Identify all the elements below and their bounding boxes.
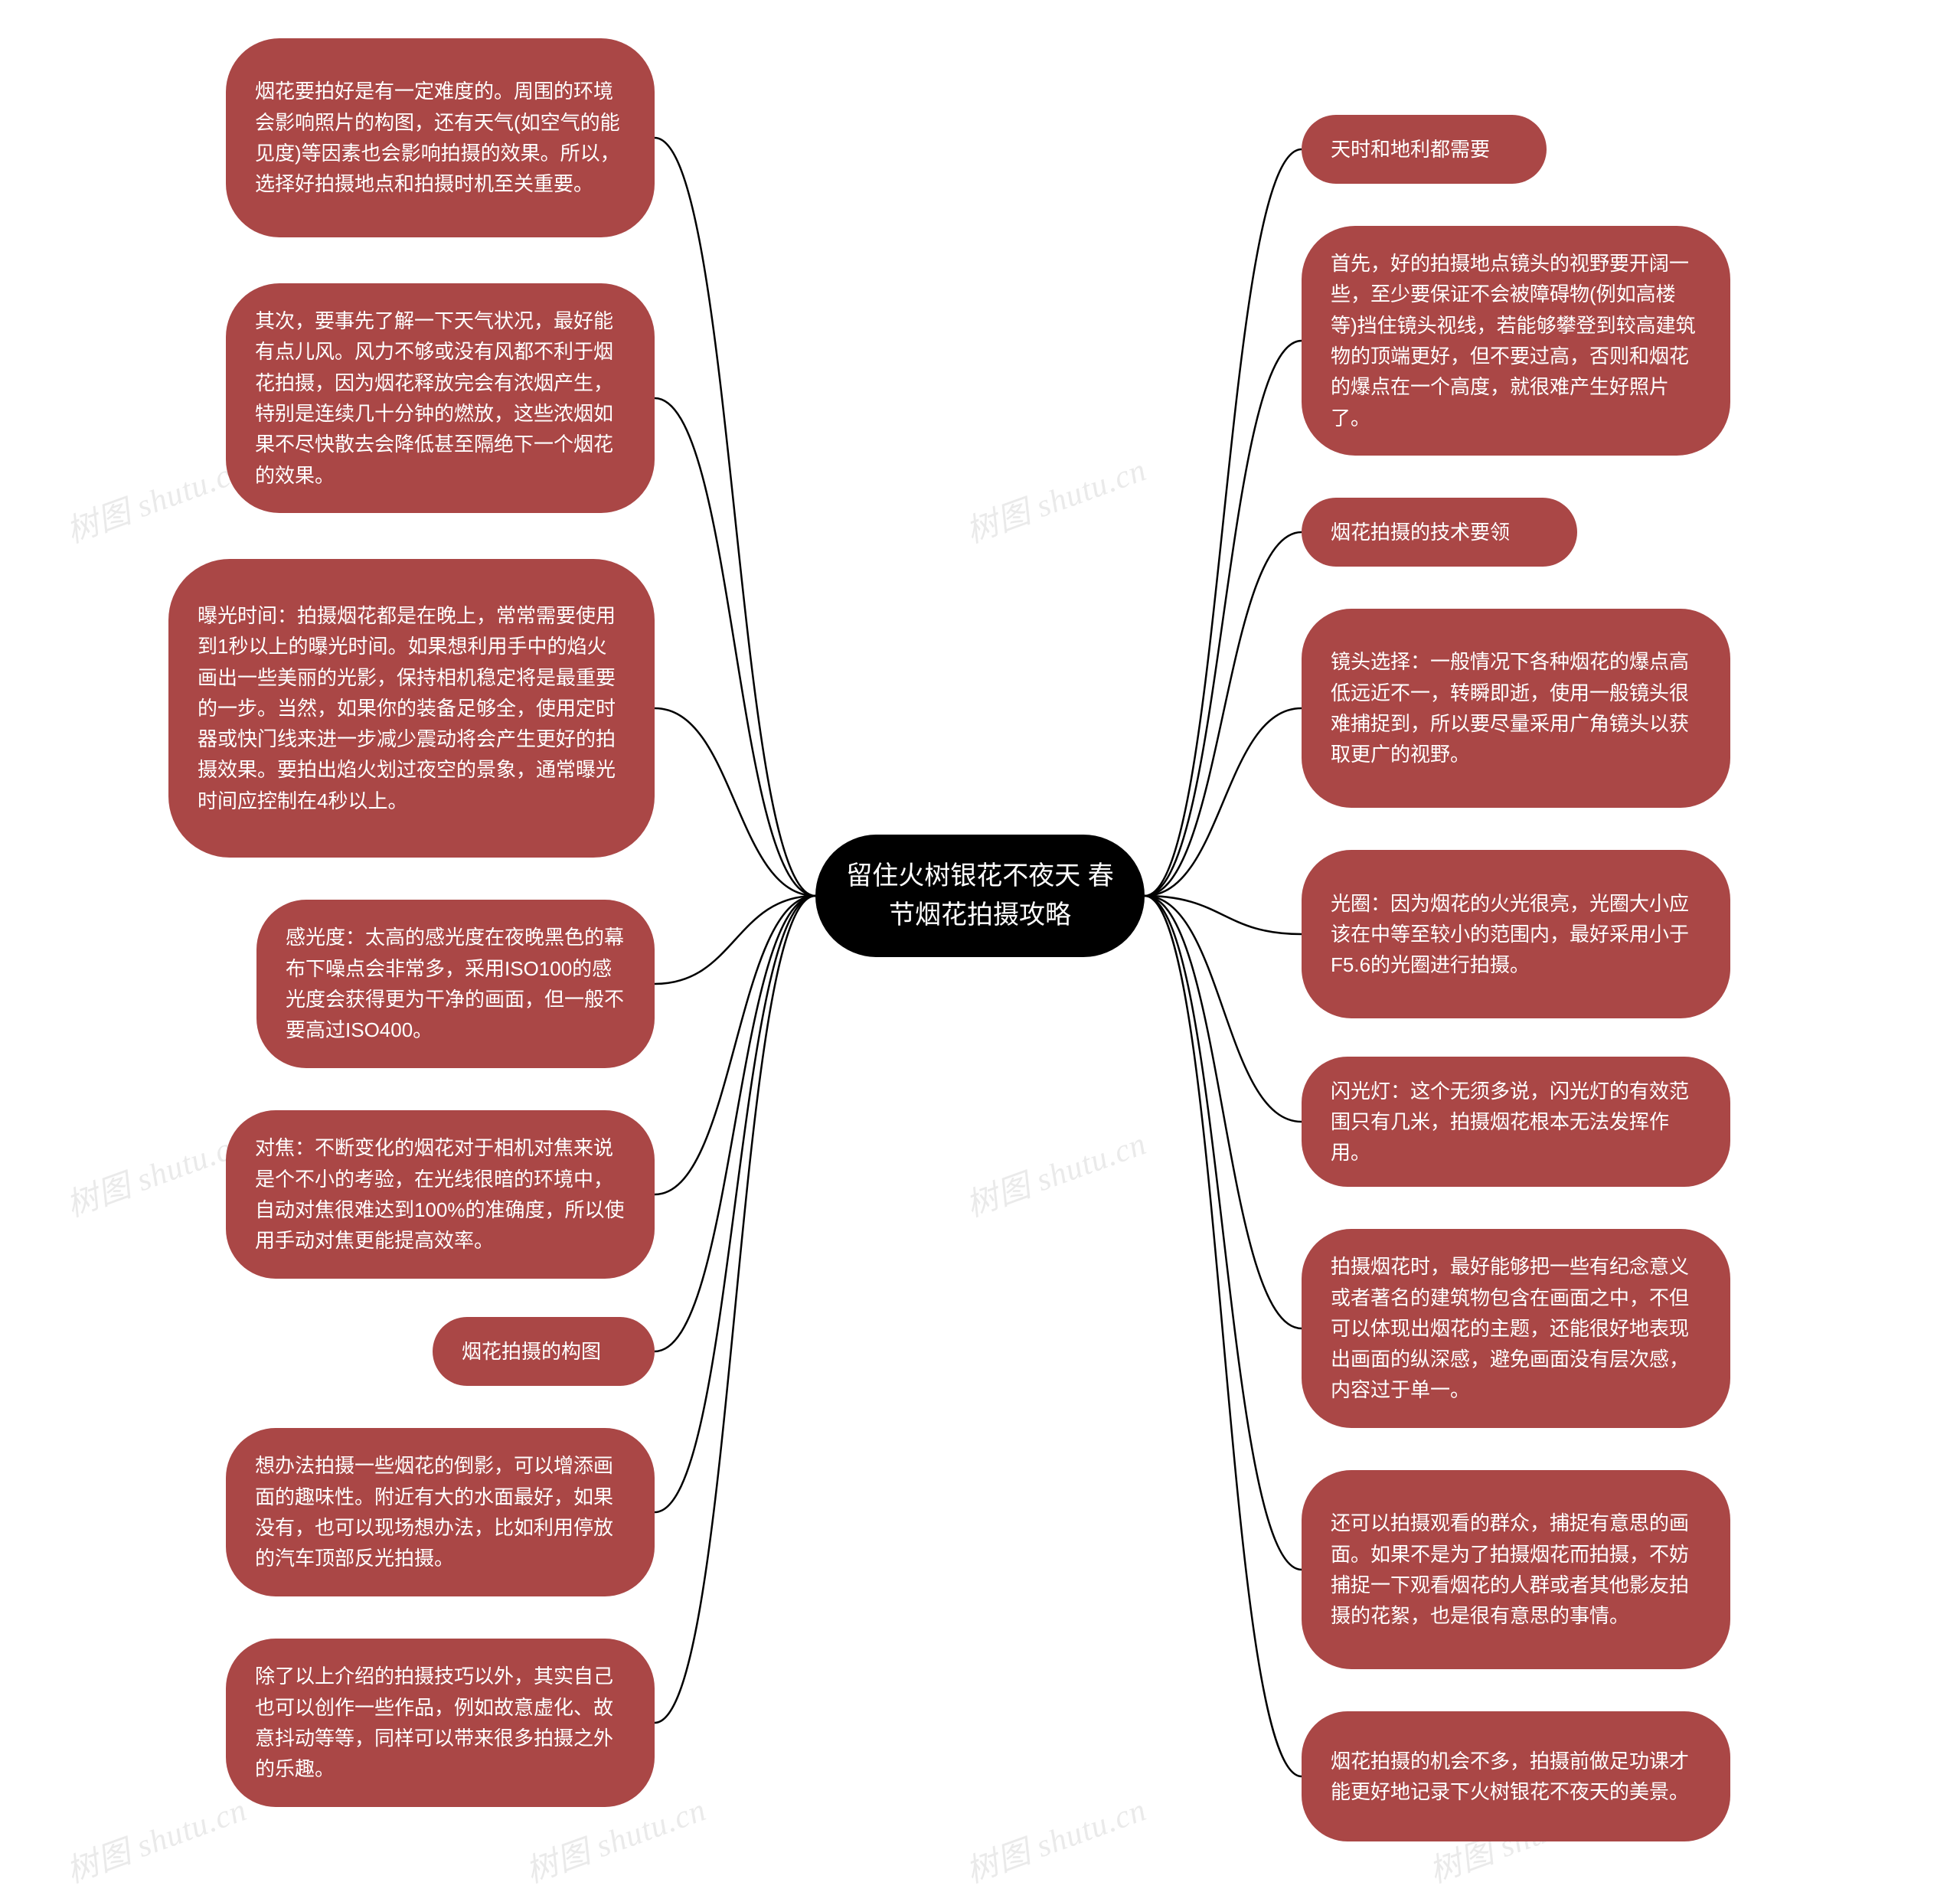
watermark: 树图 shutu.cn bbox=[959, 1784, 1152, 1892]
node-text: 拍摄烟花时，最好能够把一些有纪念意义或者著名的建筑物包含在画面之中，不但可以体现… bbox=[1331, 1251, 1701, 1405]
node-text: 对焦：不断变化的烟花对于相机对焦来说是个不小的考验，在光线很暗的环境中，自动对焦… bbox=[255, 1132, 626, 1256]
mindmap-node: 感光度：太高的感光度在夜晚黑色的幕布下噪点会非常多，采用ISO100的感光度会获… bbox=[256, 900, 655, 1068]
connector-line bbox=[1145, 896, 1302, 934]
mindmap-node: 留住火树银花不夜天 春节烟花拍摄攻略 bbox=[815, 835, 1145, 957]
watermark: 树图 shutu.cn bbox=[59, 1784, 253, 1892]
connector-line bbox=[1145, 896, 1302, 1122]
connector-line bbox=[1145, 532, 1302, 896]
connector-line bbox=[655, 138, 815, 896]
mindmap-node: 烟花要拍好是有一定难度的。周围的环境会影响照片的构图，还有天气(如空气的能见度)… bbox=[226, 38, 655, 237]
node-text: 首先，好的拍摄地点镜头的视野要开阔一些，至少要保证不会被障碍物(例如高楼等)挡住… bbox=[1331, 248, 1701, 433]
connector-line bbox=[655, 896, 815, 1351]
node-text: 烟花要拍好是有一定难度的。周围的环境会影响照片的构图，还有天气(如空气的能见度)… bbox=[255, 76, 626, 199]
mindmap-node: 想办法拍摄一些烟花的倒影，可以增添画面的趣味性。附近有大的水面最好，如果没有，也… bbox=[226, 1428, 655, 1596]
mindmap-node: 烟花拍摄的机会不多，拍摄前做足功课才能更好地记录下火树银花不夜天的美景。 bbox=[1302, 1711, 1730, 1841]
node-text: 除了以上介绍的拍摄技巧以外，其实自己也可以创作一些作品，例如故意虚化、故意抖动等… bbox=[255, 1661, 626, 1784]
node-text: 想办法拍摄一些烟花的倒影，可以增添画面的趣味性。附近有大的水面最好，如果没有，也… bbox=[255, 1450, 626, 1573]
node-text: 其次，要事先了解一下天气状况，最好能有点儿风。风力不够或没有风都不利于烟花拍摄，… bbox=[255, 306, 626, 491]
mindmap-node: 还可以拍摄观看的群众，捕捉有意思的画面。如果不是为了拍摄烟花而拍摄，不妨捕捉一下… bbox=[1302, 1470, 1730, 1669]
mindmap-node: 其次，要事先了解一下天气状况，最好能有点儿风。风力不够或没有风都不利于烟花拍摄，… bbox=[226, 283, 655, 513]
mindmap-node: 闪光灯：这个无须多说，闪光灯的有效范围只有几米，拍摄烟花根本无法发挥作用。 bbox=[1302, 1057, 1730, 1187]
mindmap-node: 曝光时间：拍摄烟花都是在晚上，常常需要使用到1秒以上的曝光时间。如果想利用手中的… bbox=[168, 559, 655, 858]
node-text: 烟花拍摄的技术要领 bbox=[1331, 517, 1548, 547]
watermark: 树图 shutu.cn bbox=[59, 1118, 253, 1227]
node-text: 镜头选择：一般情况下各种烟花的爆点高低远近不一，转瞬即逝，使用一般镜头很难捕捉到… bbox=[1331, 646, 1701, 770]
connector-line bbox=[1145, 896, 1302, 1570]
connector-line bbox=[655, 896, 815, 1723]
mindmap-node: 拍摄烟花时，最好能够把一些有纪念意义或者著名的建筑物包含在画面之中，不但可以体现… bbox=[1302, 1229, 1730, 1428]
connector-line bbox=[1145, 341, 1302, 896]
mindmap-canvas: 树图 shutu.cn 树图 shutu.cn 树图 shutu.cn 树图 shut… bbox=[0, 0, 1960, 1851]
mindmap-node: 对焦：不断变化的烟花对于相机对焦来说是个不小的考验，在光线很暗的环境中，自动对焦… bbox=[226, 1110, 655, 1279]
node-text: 曝光时间：拍摄烟花都是在晚上，常常需要使用到1秒以上的曝光时间。如果想利用手中的… bbox=[198, 600, 626, 816]
connector-line bbox=[1145, 896, 1302, 1328]
connector-line bbox=[1145, 149, 1302, 896]
node-text: 天时和地利都需要 bbox=[1331, 134, 1517, 165]
node-text: 还可以拍摄观看的群众，捕捉有意思的画面。如果不是为了拍摄烟花而拍摄，不妨捕捉一下… bbox=[1331, 1508, 1701, 1631]
mindmap-node: 烟花拍摄的技术要领 bbox=[1302, 498, 1577, 567]
node-text: 感光度：太高的感光度在夜晚黑色的幕布下噪点会非常多，采用ISO100的感光度会获… bbox=[286, 922, 626, 1045]
watermark: 树图 shutu.cn bbox=[959, 444, 1152, 553]
watermark: 树图 shutu.cn bbox=[959, 1118, 1152, 1227]
mindmap-node: 镜头选择：一般情况下各种烟花的爆点高低远近不一，转瞬即逝，使用一般镜头很难捕捉到… bbox=[1302, 609, 1730, 808]
connector-line bbox=[655, 896, 815, 1512]
node-text: 烟花拍摄的机会不多，拍摄前做足功课才能更好地记录下火树银花不夜天的美景。 bbox=[1331, 1746, 1701, 1808]
watermark: 树图 shutu.cn bbox=[59, 444, 253, 553]
connector-line bbox=[655, 398, 815, 896]
connector-line bbox=[655, 896, 815, 1194]
connector-line bbox=[655, 708, 815, 896]
mindmap-node: 天时和地利都需要 bbox=[1302, 115, 1547, 184]
mindmap-node: 首先，好的拍摄地点镜头的视野要开阔一些，至少要保证不会被障碍物(例如高楼等)挡住… bbox=[1302, 226, 1730, 456]
node-text: 留住火树银花不夜天 春节烟花拍摄攻略 bbox=[844, 857, 1116, 935]
connector-line bbox=[655, 896, 815, 984]
mindmap-node: 除了以上介绍的拍摄技巧以外，其实自己也可以创作一些作品，例如故意虚化、故意抖动等… bbox=[226, 1639, 655, 1807]
mindmap-node: 烟花拍摄的构图 bbox=[433, 1317, 655, 1386]
node-text: 光圈：因为烟花的火光很亮，光圈大小应该在中等至较小的范围内，最好采用小于F5.6… bbox=[1331, 888, 1701, 981]
connector-line bbox=[1145, 708, 1302, 896]
node-text: 烟花拍摄的构图 bbox=[462, 1336, 626, 1367]
mindmap-node: 光圈：因为烟花的火光很亮，光圈大小应该在中等至较小的范围内，最好采用小于F5.6… bbox=[1302, 850, 1730, 1018]
node-text: 闪光灯：这个无须多说，闪光灯的有效范围只有几米，拍摄烟花根本无法发挥作用。 bbox=[1331, 1076, 1701, 1168]
connector-line bbox=[1145, 896, 1302, 1776]
